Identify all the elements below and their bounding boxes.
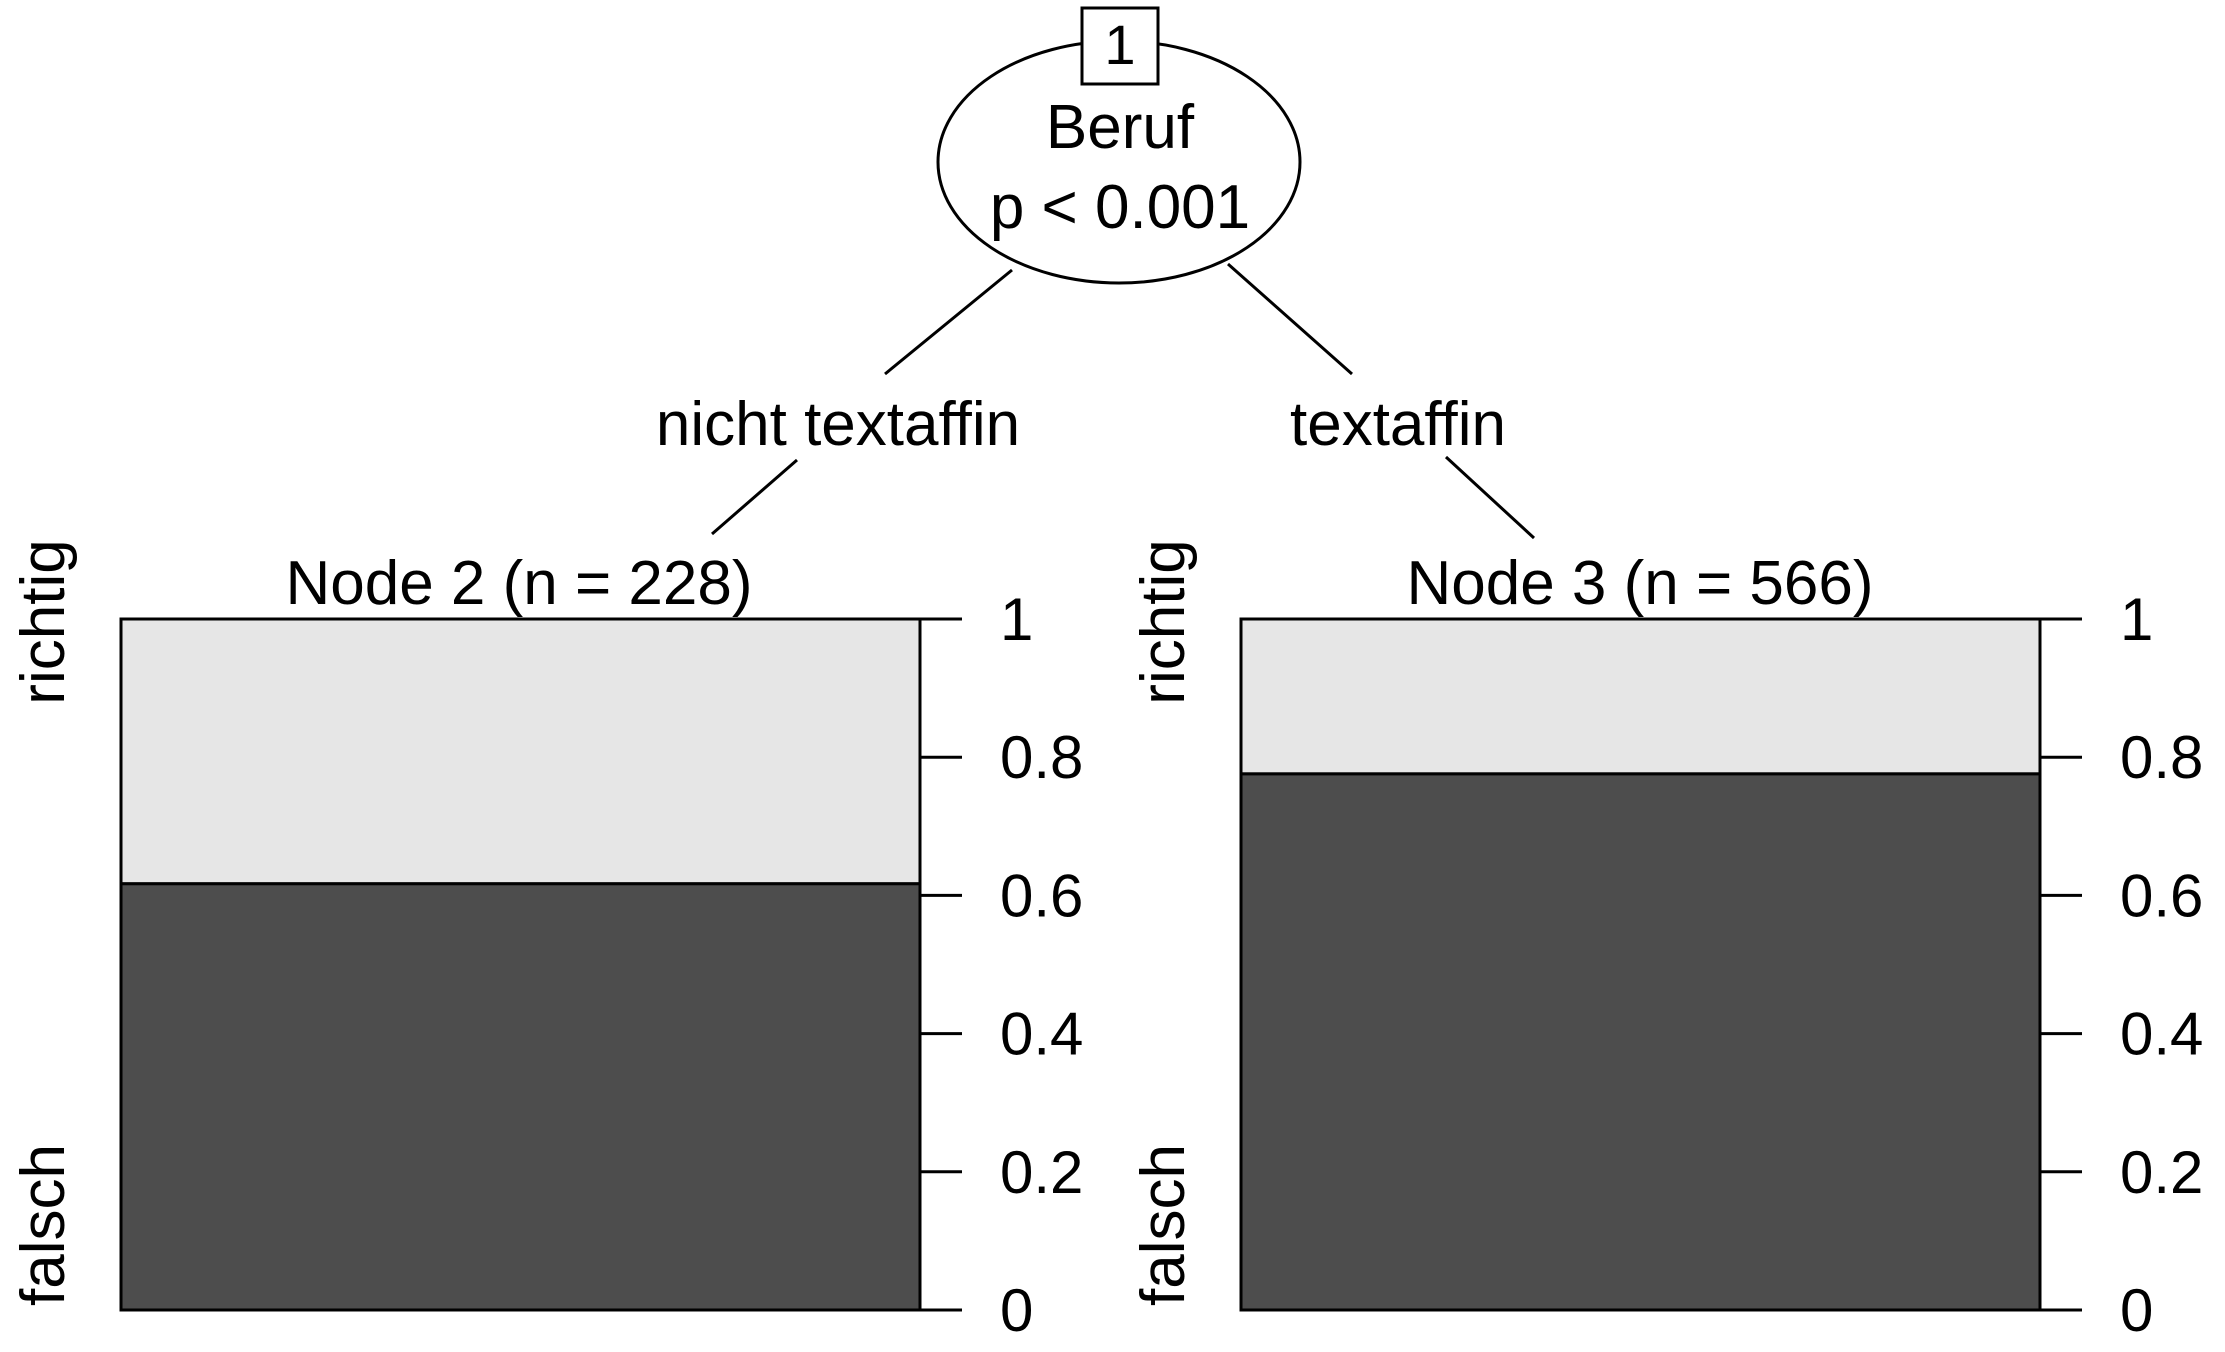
node-3-bar-richtig: [1239, 617, 2042, 776]
root-node: 1 Beruf p < 0.001: [936, 6, 1302, 285]
node-3-bar-falsch: [1239, 772, 2042, 1312]
node-3-plot: 0 0.2 0.4 0.6 0.8 1: [1239, 586, 2203, 1344]
node-3-tick-label: 0.2: [2120, 1139, 2203, 1206]
root-node-p-value: p < 0.001: [990, 173, 1250, 242]
node-2-title: Node 2 (n = 228): [285, 549, 752, 618]
node-3-tick-label: 0: [2120, 1277, 2153, 1344]
node-2-bar-falsch: [119, 882, 922, 1312]
node-3-label-richtig: richtig: [1129, 539, 1198, 704]
root-node-id: 1: [1104, 13, 1135, 76]
node-2-tick-label: 0.4: [1000, 1001, 1083, 1068]
node-3-tick-label: 0.8: [2120, 724, 2203, 791]
root-node-id-box: [1080, 6, 1160, 86]
node-3-title: Node 3 (n = 566): [1406, 549, 1873, 618]
edge-label-left: nicht textaffin: [656, 390, 1020, 459]
node-2-tick-label: 1: [1000, 586, 1033, 653]
node-3-tick-label: 1: [2120, 586, 2153, 653]
node-2-plot: 0 0.2 0.4 0.6 0.8 1: [119, 586, 1083, 1344]
node-2-panel: Node 2 (n = 228) richtig falsch 00.20.40…: [9, 539, 1083, 1344]
node-2-bar-richtig: [119, 617, 922, 886]
node-2-tick-label: 0.6: [1000, 862, 1083, 929]
node-2-tick-label: 0: [1000, 1277, 1033, 1344]
edge-label-right: textaffin: [1290, 390, 1506, 459]
edge-line-left-upper: [884, 268, 1013, 376]
edges: nicht textaffin textaffin: [656, 262, 1536, 540]
node-2-label-richtig: richtig: [9, 539, 78, 704]
node-3-label-falsch: falsch: [1129, 1144, 1198, 1306]
node-2-tick-label: 0.2: [1000, 1139, 1083, 1206]
node-3-tick-label: 0.6: [2120, 862, 2203, 929]
node-2-tick-label: 0.8: [1000, 724, 1083, 791]
edge-line-right-upper: [1227, 262, 1353, 376]
node-3-panel: Node 3 (n = 566) richtig falsch 00.20.40…: [1129, 539, 2203, 1344]
node-2-label-falsch: falsch: [9, 1144, 78, 1306]
root-node-variable: Beruf: [1046, 93, 1195, 162]
edge-line-left-lower: [711, 458, 798, 536]
node-3-tick-label: 0.4: [2120, 1001, 2203, 1068]
edge-line-right-lower: [1444, 455, 1536, 540]
